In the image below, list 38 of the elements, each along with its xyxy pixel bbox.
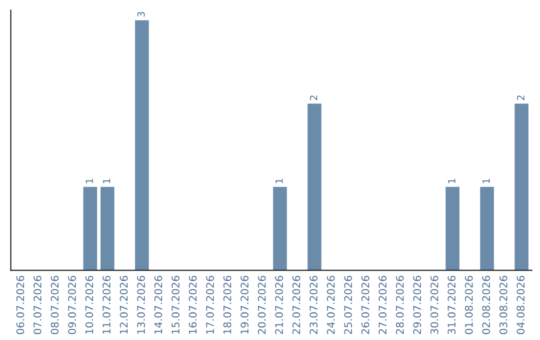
x-tick-label: 01.08.2026 xyxy=(464,276,473,334)
x-tick-label: 18.07.2026 xyxy=(223,276,232,334)
data-label: 2 xyxy=(517,96,524,100)
x-tick-label: 21.07.2026 xyxy=(275,276,283,334)
x-tick-label: 02.08.2026 xyxy=(482,276,490,334)
x-tick-label: 16.07.2026 xyxy=(188,276,197,334)
x-tick-label: 10.07.2026 xyxy=(85,276,94,334)
x-tick-label: 17.07.2026 xyxy=(206,276,214,334)
x-tick-label: 03.08.2026 xyxy=(499,276,508,334)
x-tick-label: 09.07.2026 xyxy=(68,276,76,334)
x-tick-label: 25.07.2026 xyxy=(344,276,352,334)
x-tick-label: 29.07.2026 xyxy=(413,276,422,334)
x-tick-label: 13.07.2026 xyxy=(137,276,145,334)
x-tick-label: 12.07.2026 xyxy=(120,276,128,334)
x-tick-label: 23.07.2026 xyxy=(310,276,318,334)
x-tick-label: 26.07.2026 xyxy=(361,276,370,334)
x-tick-label: 28.07.2026 xyxy=(396,276,404,334)
x-tick-label: 24.07.2026 xyxy=(326,276,335,334)
x-tick-label: 11.07.2026 xyxy=(102,276,110,334)
x-tick-label: 20.07.2026 xyxy=(258,276,266,334)
data-label: 1 xyxy=(448,178,456,184)
data-label: 1 xyxy=(103,178,110,184)
data-label: 2 xyxy=(310,96,318,100)
x-tick-label: 07.07.2026 xyxy=(34,276,42,334)
data-label: 1 xyxy=(482,178,490,184)
x-tick-label: 31.07.2026 xyxy=(448,276,456,334)
x-tick-label: 14.07.2026 xyxy=(154,276,162,334)
x-tick-label: 04.08.2026 xyxy=(516,276,525,334)
x-tick-label: 06.07.2026 xyxy=(16,276,24,334)
x-tick-label: 15.07.2026 xyxy=(172,276,180,334)
x-tick-label: 08.07.2026 xyxy=(50,276,59,334)
x-tick-label: 22.07.2026 xyxy=(292,276,300,334)
x-tick-label: 19.07.2026 xyxy=(240,276,248,334)
x-tick-label: 27.07.2026 xyxy=(378,276,387,334)
data-label: 1 xyxy=(276,178,283,184)
data-label: 3 xyxy=(137,12,145,17)
data-label: 1 xyxy=(86,178,93,184)
x-tick-label: 30.07.2026 xyxy=(430,276,438,334)
